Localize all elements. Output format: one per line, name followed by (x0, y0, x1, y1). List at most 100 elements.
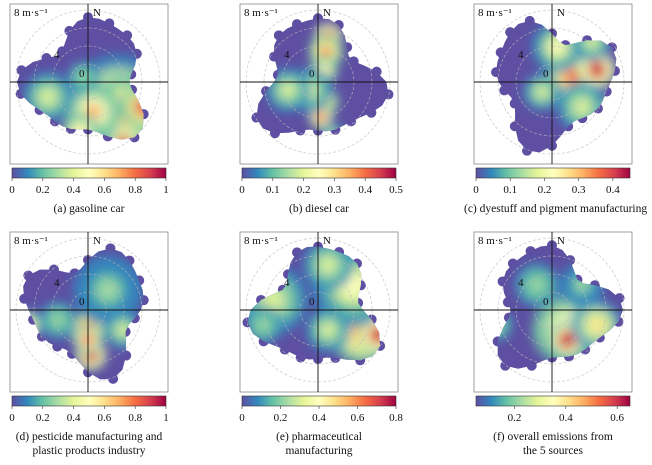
colorbar-tick-label: 0.2 (36, 184, 50, 196)
colorbar-tick-label: 0.4 (312, 412, 326, 424)
caption-line: (a) gasoline car (53, 203, 125, 215)
north-label: N (323, 7, 331, 19)
colorbar-tick-label: 0 (239, 412, 245, 424)
ring-label-4: 4 (518, 277, 524, 289)
panel-caption: (d) pesticide manufacturing and plastic p… (0, 430, 178, 458)
speed-label: 8 m·s⁻¹ (14, 235, 48, 247)
hotspot-mark (549, 39, 565, 55)
ring-label-0: 0 (543, 68, 549, 80)
hotspot-mark (321, 47, 331, 57)
panel-a: 8 m·s⁻¹ N 4 0 0 0.2 0.4 0.6 0.8 1 (a) gasoline car (9, 3, 169, 229)
ring-label-4: 4 (54, 49, 60, 61)
colorbar-tick-label: 0.4 (606, 184, 620, 196)
hotspot-mark (536, 86, 548, 98)
north-label: N (93, 235, 101, 247)
heat-layer (23, 248, 144, 380)
north-label: N (557, 235, 565, 247)
colorbar-tick-label: 0.4 (67, 412, 81, 424)
hotspot-mark (115, 134, 131, 140)
hotspot-mark (591, 64, 603, 76)
colorbar-tick-label: 0.1 (503, 184, 517, 196)
colorbar (475, 167, 631, 179)
panel-d: 8 m·s⁻¹ N 4 0 0 0.2 0.4 0.6 0.8 1 (d) pesticide ma… (9, 231, 169, 457)
panel-b: 8 m·s⁻¹ N 4 0 0 0.1 0.2 0.3 0.4 0.5 (b) diesel car (239, 3, 403, 229)
ring-label-0: 0 (79, 68, 85, 80)
hotspot-mark (574, 99, 590, 115)
polar-plot-c: 8 m·s⁻¹ N 4 0 0 0.1 0.2 0.3 0.4 (473, 3, 633, 196)
hotspot-mark (563, 68, 581, 86)
caption-line: the 5 sources (522, 445, 584, 457)
hotspot-mark (530, 278, 544, 292)
colorbar-tick-label: 0.8 (128, 412, 142, 424)
caption-line: (c) dyestuff and pigment manufacturing (464, 203, 648, 215)
caption-line: (b) diesel car (288, 203, 350, 215)
colorbar-tick-label: 0.2 (508, 412, 522, 424)
colorbar-tick-label: 0.2 (36, 412, 50, 424)
colorbar-tick-label: 0.2 (538, 184, 552, 196)
panel-c: 8 m·s⁻¹ N 4 0 0 0.1 0.2 0.3 0.4 (c) dyestuff and … (464, 3, 647, 229)
caption-line: (e) pharmaceutical (276, 431, 362, 443)
speed-label: 8 m·s⁻¹ (244, 235, 278, 247)
panel-caption: (a) gasoline car (0, 202, 178, 216)
hotspot-mark (589, 317, 605, 333)
caption-line: (d) pesticide manufacturing and (15, 431, 163, 443)
polar-plot-d: 8 m·s⁻¹ N 4 0 0 0.2 0.4 0.6 0.8 1 (9, 231, 169, 424)
colorbar-tick-label: 0.6 (351, 412, 365, 424)
colorbar-tick-label: 0.4 (559, 412, 573, 424)
panel-caption: (c) dyestuff and pigment manufacturing (464, 202, 648, 216)
hotspot-mark (561, 334, 573, 346)
colorbar (475, 395, 631, 407)
speed-label: 8 m·s⁻¹ (14, 7, 48, 19)
panel-caption: (b) diesel car (230, 202, 408, 216)
colorbar-tick-label: 0.6 (98, 184, 112, 196)
colorbar-tick-label: 0.8 (128, 184, 142, 196)
heat-layer (256, 18, 389, 134)
colorbar-tick-label: 0.3 (572, 184, 586, 196)
speed-label: 8 m·s⁻¹ (478, 7, 512, 19)
hotspot-mark (112, 131, 134, 140)
hotspot-mark (98, 280, 118, 300)
hotspot-mark (52, 314, 64, 326)
colorbar (241, 395, 397, 407)
colorbar-tick-label: 0.4 (358, 184, 372, 196)
caption-line: manufacturing (285, 445, 353, 457)
north-label: N (557, 7, 565, 19)
colorbar-tick-label: 0 (9, 412, 15, 424)
colorbar-tick-label: 0.3 (328, 184, 342, 196)
ring-label-0: 0 (309, 296, 315, 308)
colorbar-tick-label: 0.1 (266, 184, 280, 196)
caption-line: (f) overall emissions from (493, 431, 613, 443)
polar-plot-b: 8 m·s⁻¹ N 4 0 0 0.1 0.2 0.3 0.4 0.5 (239, 3, 403, 196)
colorbar-tick-label: 0.6 (610, 412, 624, 424)
panel-caption: (f) overall emissions from the 5 sources (464, 430, 642, 458)
ring-label-4: 4 (518, 49, 524, 61)
polar-plot-f: 8 m·s⁻¹ N 4 0 0.2 0.4 0.6 (473, 231, 633, 424)
hotspot-mark (40, 89, 56, 105)
polar-plot-e: 8 m·s⁻¹ N 4 0 0 0.2 0.4 0.6 0.8 (239, 231, 403, 424)
hotspot-mark (281, 83, 295, 97)
ring-label-4: 4 (284, 277, 290, 289)
ring-label-0: 0 (309, 68, 315, 80)
colorbar-tick-label: 0 (9, 184, 15, 196)
colorbar-tick-label: 0.4 (67, 184, 81, 196)
colorbar-tick-label: 1 (163, 412, 169, 424)
speed-label: 8 m·s⁻¹ (478, 235, 512, 247)
hotspot-mark (320, 257, 336, 273)
colorbar-tick-label: 0.2 (274, 412, 288, 424)
colorbar (11, 167, 167, 179)
north-label: N (93, 7, 101, 19)
hotspot-mark (321, 323, 335, 337)
colorbar-tick-label: 0.6 (98, 412, 112, 424)
colorbar-tick-label: 0.8 (389, 412, 403, 424)
panel-caption: (e) pharmaceutical manufacturing (230, 430, 408, 458)
panel-e: 8 m·s⁻¹ N 4 0 0 0.2 0.4 0.6 0.8 (e) pharmaceutica… (239, 231, 403, 457)
caption-line: plastic products industry (32, 445, 146, 457)
hotspot-mark (257, 319, 269, 331)
ring-label-4: 4 (284, 49, 290, 61)
hotspot-mark (372, 329, 381, 341)
polar-plot-a: 8 m·s⁻¹ N 4 0 0 0.2 0.4 0.6 0.8 1 (9, 3, 169, 196)
ring-label-0: 0 (79, 296, 85, 308)
colorbar-tick-label: 0 (473, 184, 479, 196)
colorbar (11, 395, 167, 407)
speed-label: 8 m·s⁻¹ (244, 7, 278, 19)
